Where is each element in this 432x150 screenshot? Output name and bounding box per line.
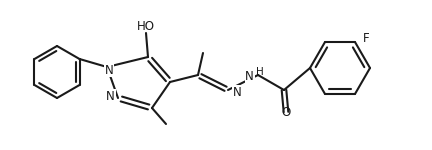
Text: N: N [245, 70, 254, 84]
Text: N: N [106, 90, 115, 102]
Text: N: N [105, 63, 113, 76]
Text: N: N [233, 85, 242, 99]
Text: F: F [363, 32, 370, 45]
Text: HO: HO [137, 20, 155, 33]
Text: O: O [281, 106, 291, 119]
Text: H: H [256, 67, 264, 77]
